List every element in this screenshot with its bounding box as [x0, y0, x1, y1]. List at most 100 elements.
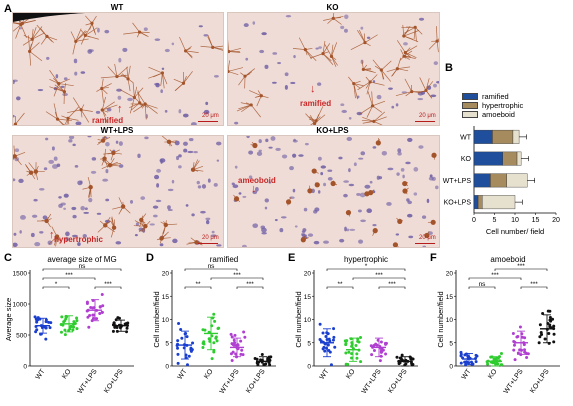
- nucleus: [172, 238, 178, 244]
- nucleus: [105, 168, 109, 174]
- data-point-KO+LPS: [552, 324, 556, 328]
- panel-label-d: D: [146, 252, 154, 264]
- data-point-WT+LPS: [242, 330, 246, 334]
- category-label: KO: [487, 368, 499, 381]
- nucleus: [60, 202, 66, 206]
- microglia-soma: [361, 67, 365, 72]
- nucleus: [51, 146, 55, 151]
- scale-label: 20 μm: [202, 235, 219, 241]
- data-point-WT+LPS: [511, 331, 515, 335]
- microglia-soma: [311, 168, 317, 174]
- microglia-process: [425, 81, 434, 91]
- microglia-process: [372, 100, 386, 107]
- data-point-KO+LPS: [548, 309, 552, 313]
- data-point-WT+LPS: [101, 304, 105, 308]
- nucleus: [77, 242, 81, 246]
- nucleus: [187, 150, 194, 154]
- data-point-KO: [344, 343, 348, 347]
- data-point-WT+LPS: [229, 332, 233, 336]
- microglia-process: [331, 42, 338, 57]
- nucleus: [292, 188, 296, 193]
- nucleus: [346, 136, 353, 142]
- microglia-soma: [143, 102, 147, 106]
- nucleus: [254, 186, 259, 192]
- data-point-KO+LPS: [543, 337, 547, 341]
- y-tick-label: 15: [446, 294, 454, 301]
- microglia-process: [381, 69, 392, 82]
- microglia-process: [53, 103, 58, 120]
- nucleus: [252, 21, 256, 25]
- microglia-process: [132, 22, 140, 33]
- nucleus: [13, 178, 16, 182]
- data-point-KO: [354, 344, 358, 348]
- data-point-WT: [176, 339, 180, 343]
- nucleus: [248, 150, 254, 155]
- nucleus: [68, 139, 73, 143]
- nucleus: [298, 154, 304, 157]
- microglia-soma: [163, 222, 168, 228]
- microglia-process: [162, 72, 168, 85]
- microglia-process: [241, 104, 252, 113]
- nucleus: [58, 196, 62, 199]
- data-point-KO+LPS: [541, 312, 545, 316]
- data-point-WT: [333, 345, 337, 349]
- data-point-KO+LPS: [552, 332, 556, 336]
- data-point-WT+LPS: [526, 352, 530, 356]
- data-point-KO+LPS: [253, 356, 257, 360]
- microglia-process: [428, 40, 438, 50]
- category-label: KO: [345, 368, 357, 381]
- microglia-process: [397, 66, 411, 70]
- microglia-soma: [368, 190, 374, 196]
- nucleus: [294, 225, 298, 228]
- microglia-soma: [345, 210, 352, 216]
- data-point-WT+LPS: [369, 344, 373, 348]
- microglia-process: [363, 69, 374, 73]
- microglia-soma: [372, 228, 378, 234]
- microglia-process: [22, 19, 36, 24]
- microglia-process: [381, 60, 392, 71]
- microglia-process: [228, 47, 242, 52]
- nucleus: [143, 27, 148, 31]
- data-point-WT+LPS: [518, 348, 522, 352]
- microglia-soma: [413, 25, 417, 29]
- nucleus: [422, 245, 427, 247]
- microglia-process: [414, 27, 417, 42]
- nucleus: [429, 174, 433, 178]
- microglia-process: [397, 57, 402, 69]
- microglia-soma: [103, 223, 108, 228]
- micrograph-title-wt: WT: [110, 3, 124, 12]
- data-point-KO: [350, 352, 354, 356]
- significance-bracket: [468, 286, 496, 289]
- microglia-process: [249, 90, 262, 97]
- microglia-soma: [139, 217, 144, 223]
- category-label: WT: [35, 368, 47, 382]
- nucleus: [285, 15, 292, 18]
- microglia-process: [425, 90, 433, 99]
- data-point-KO+LPS: [547, 341, 551, 345]
- nucleus: [346, 228, 350, 232]
- data-point-WT+LPS: [523, 350, 527, 354]
- data-point-KO: [215, 339, 219, 343]
- microglia-process: [370, 81, 385, 86]
- nucleus: [171, 42, 175, 46]
- microglia-process: [127, 78, 131, 92]
- nucleus: [376, 94, 382, 100]
- significance-bracket: [42, 268, 122, 271]
- nucleus: [203, 109, 210, 115]
- microglia-process: [386, 68, 398, 72]
- microglia-soma: [190, 167, 196, 172]
- y-tick-label: 10: [304, 317, 312, 324]
- legend-label: ramified: [482, 92, 509, 101]
- significance-bracket: [94, 286, 122, 289]
- data-point-WT+LPS: [374, 342, 378, 346]
- data-point-KO: [75, 319, 79, 323]
- data-point-WT: [331, 338, 335, 342]
- nucleus: [46, 56, 50, 60]
- nucleus: [341, 109, 347, 114]
- microglia-soma: [252, 142, 258, 149]
- data-point-WT+LPS: [88, 314, 92, 318]
- data-point-WT: [187, 354, 191, 358]
- nucleus: [13, 79, 18, 83]
- nucleus: [395, 103, 399, 107]
- microglia-soma: [228, 69, 230, 74]
